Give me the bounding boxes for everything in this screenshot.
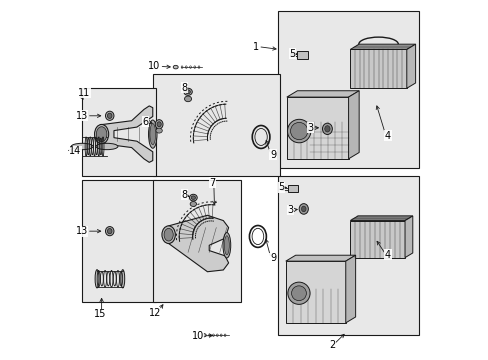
Ellipse shape <box>107 113 112 118</box>
Bar <box>152 180 241 302</box>
Ellipse shape <box>121 270 124 288</box>
Ellipse shape <box>287 282 309 304</box>
Ellipse shape <box>190 202 196 207</box>
Ellipse shape <box>71 143 93 150</box>
Text: 10: 10 <box>191 331 203 341</box>
Polygon shape <box>406 44 415 88</box>
Ellipse shape <box>155 120 163 129</box>
Ellipse shape <box>95 270 99 288</box>
Polygon shape <box>348 91 358 159</box>
Ellipse shape <box>96 127 107 141</box>
Bar <box>278 11 418 168</box>
Polygon shape <box>168 215 228 272</box>
Text: 7: 7 <box>209 178 215 188</box>
Text: 9: 9 <box>269 253 275 263</box>
Text: 13: 13 <box>76 111 88 121</box>
Ellipse shape <box>164 228 173 241</box>
Polygon shape <box>286 91 358 97</box>
Text: 1: 1 <box>253 42 259 51</box>
Text: 4: 4 <box>384 131 390 141</box>
Ellipse shape <box>301 206 305 212</box>
Ellipse shape <box>287 119 310 143</box>
Ellipse shape <box>191 196 195 199</box>
Polygon shape <box>345 255 355 323</box>
Polygon shape <box>349 49 406 88</box>
Polygon shape <box>102 106 152 162</box>
Ellipse shape <box>150 123 155 145</box>
Ellipse shape <box>299 204 308 214</box>
Ellipse shape <box>173 66 178 69</box>
Text: 6: 6 <box>142 117 148 127</box>
Ellipse shape <box>185 90 190 94</box>
Polygon shape <box>349 221 404 258</box>
Ellipse shape <box>189 194 197 201</box>
Text: 8: 8 <box>181 190 187 200</box>
Polygon shape <box>285 261 345 323</box>
Ellipse shape <box>107 229 112 234</box>
Ellipse shape <box>183 88 192 95</box>
Ellipse shape <box>157 122 161 127</box>
Text: 3: 3 <box>306 123 313 133</box>
Ellipse shape <box>148 120 157 148</box>
Text: 8: 8 <box>181 82 187 93</box>
Text: 9: 9 <box>269 150 275 159</box>
Bar <box>296 51 307 59</box>
Text: 11: 11 <box>78 87 90 98</box>
Text: 10: 10 <box>148 62 160 71</box>
Bar <box>152 74 279 176</box>
Ellipse shape <box>322 123 332 135</box>
Bar <box>82 180 156 302</box>
Polygon shape <box>349 44 415 49</box>
Bar <box>287 185 297 192</box>
Polygon shape <box>286 97 348 159</box>
Ellipse shape <box>96 143 118 150</box>
Ellipse shape <box>324 126 329 132</box>
Text: 14: 14 <box>69 146 81 156</box>
Ellipse shape <box>223 233 230 258</box>
Text: 15: 15 <box>94 309 106 319</box>
Ellipse shape <box>184 96 191 102</box>
Text: 2: 2 <box>328 340 334 350</box>
Bar <box>82 88 156 176</box>
Ellipse shape <box>156 128 162 133</box>
Text: 5: 5 <box>278 182 284 192</box>
Ellipse shape <box>105 111 114 120</box>
Ellipse shape <box>291 286 306 301</box>
Text: 5: 5 <box>288 49 295 59</box>
Polygon shape <box>349 216 412 221</box>
Polygon shape <box>285 255 355 261</box>
Text: 13: 13 <box>76 226 88 236</box>
Ellipse shape <box>290 122 307 140</box>
Text: 12: 12 <box>149 309 162 318</box>
Text: 3: 3 <box>287 205 293 215</box>
Ellipse shape <box>162 226 175 243</box>
Ellipse shape <box>224 236 229 255</box>
Polygon shape <box>404 216 412 258</box>
Ellipse shape <box>201 334 206 337</box>
Ellipse shape <box>105 226 114 236</box>
Bar <box>278 176 418 335</box>
Ellipse shape <box>94 125 108 144</box>
Text: 4: 4 <box>384 250 390 260</box>
